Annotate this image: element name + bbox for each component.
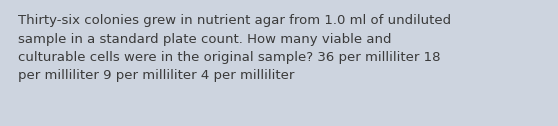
Text: Thirty-six colonies grew in nutrient agar from 1.0 ml of undiluted
sample in a s: Thirty-six colonies grew in nutrient aga…	[18, 14, 451, 83]
